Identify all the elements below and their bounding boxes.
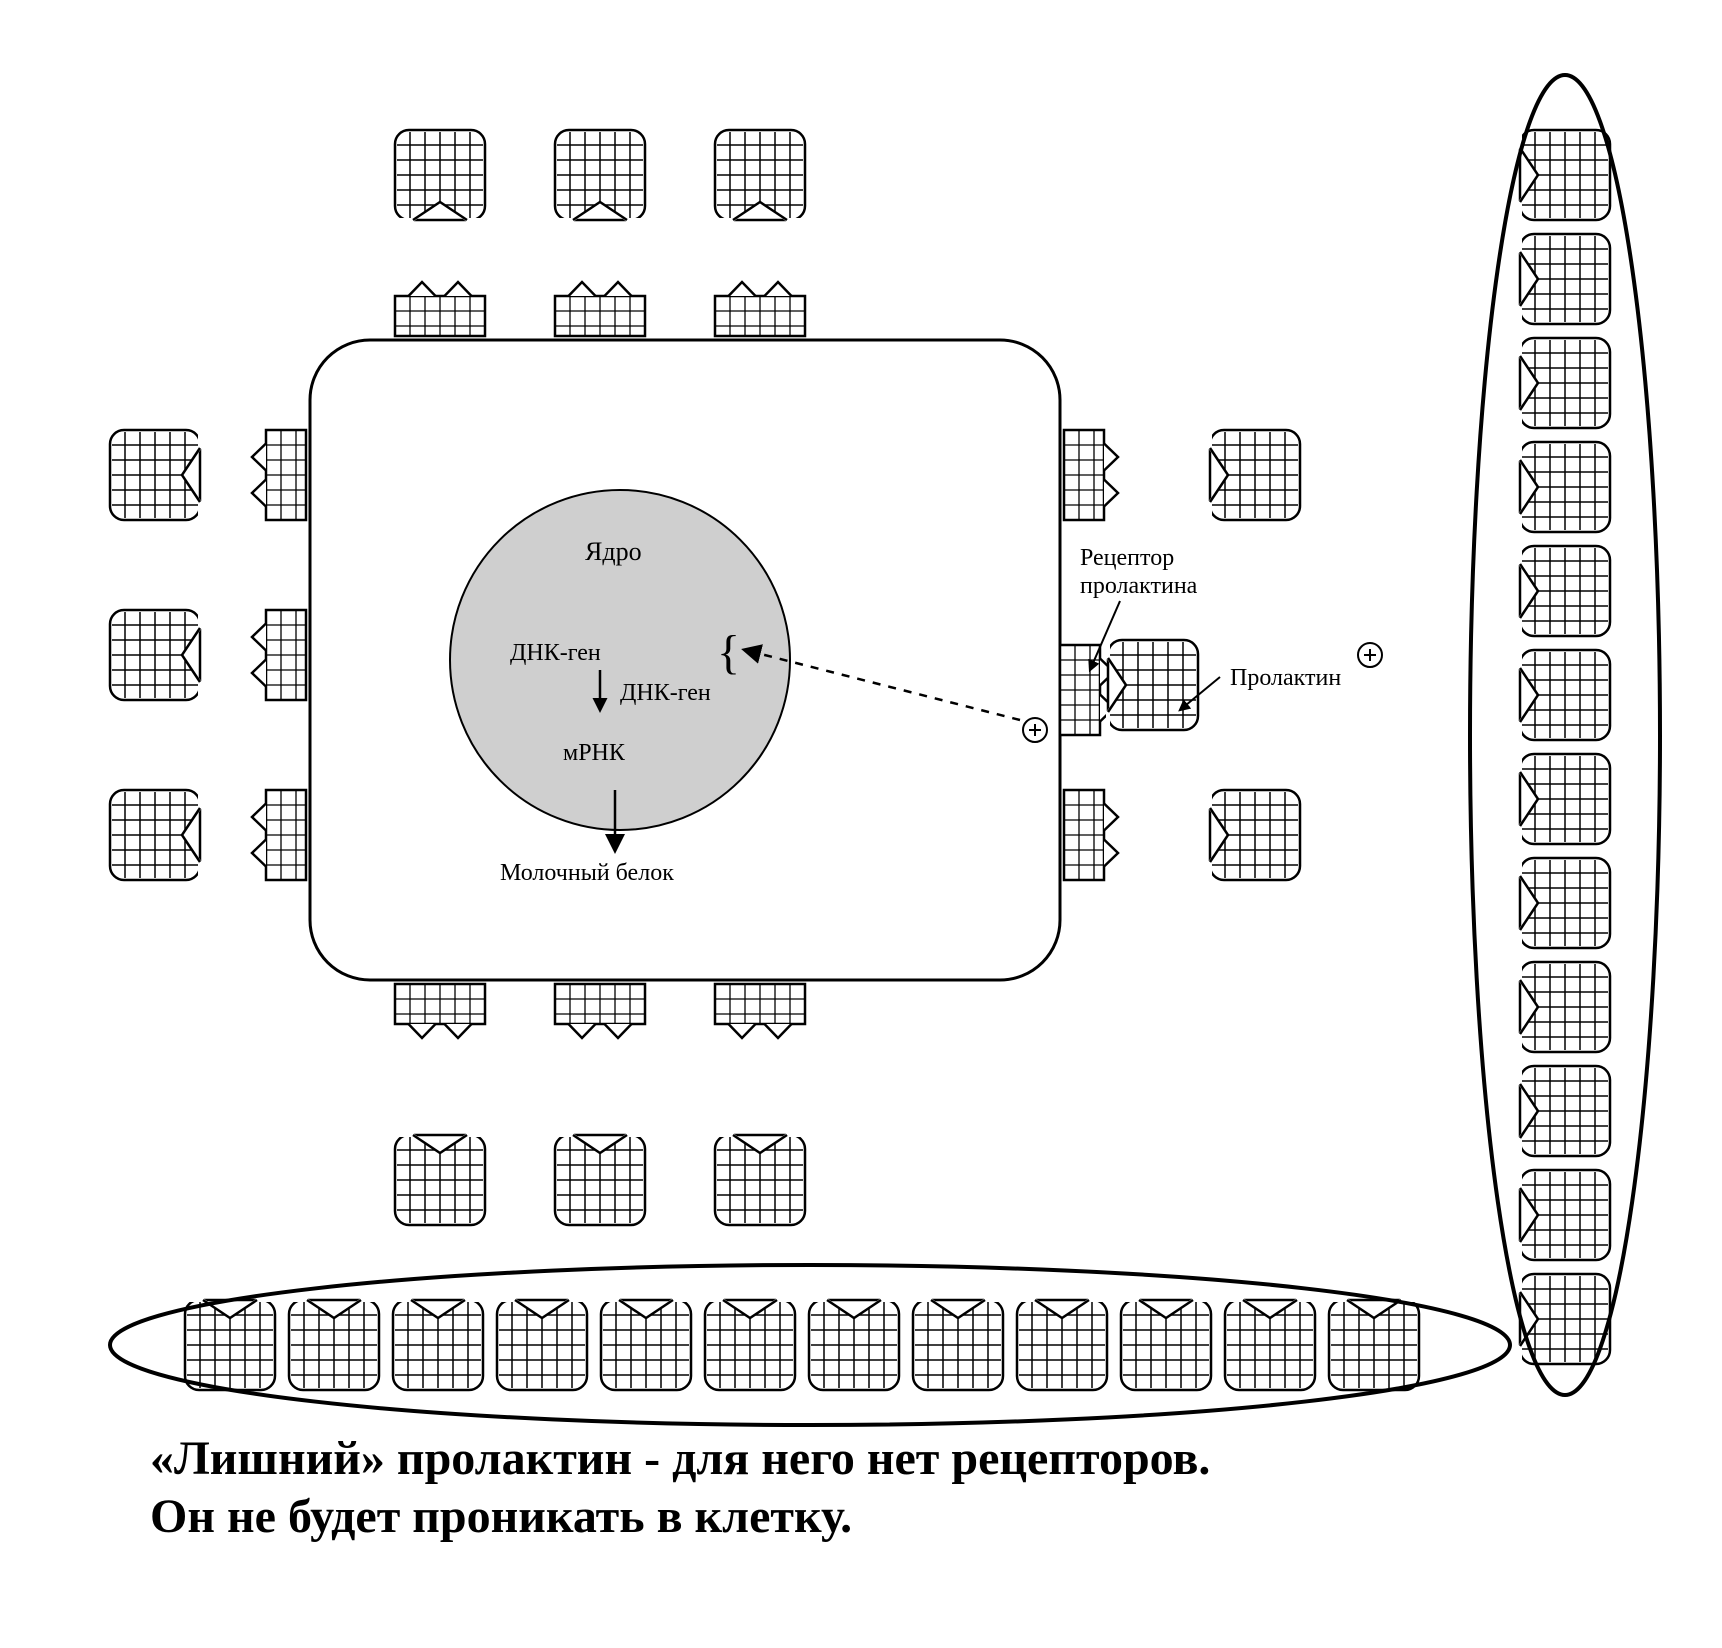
- receptor-icon: [1064, 430, 1118, 520]
- receptor-icon: [252, 790, 306, 880]
- receptor-icon: [1060, 645, 1114, 735]
- prolactin-icon: [1518, 858, 1610, 948]
- receptor-icon: [1064, 790, 1118, 880]
- prolactin-icon: [1518, 754, 1610, 844]
- prolactin-icon: [601, 1298, 691, 1390]
- svg-text:Ядро: Ядро: [585, 537, 642, 566]
- caption: «Лишний» пролактин - для него нет рецепт…: [150, 1430, 1210, 1545]
- prolactin-icon: [715, 1133, 805, 1225]
- receptor-icon: [395, 984, 485, 1038]
- receptor-icon: [555, 984, 645, 1038]
- prolactin-icon: [705, 1298, 795, 1390]
- prolactin-icon: [1017, 1298, 1107, 1390]
- prolactin-icon: [110, 790, 202, 880]
- receptor-icon: [715, 984, 805, 1038]
- prolactin-icon: [555, 130, 645, 222]
- prolactin-icon: [110, 430, 202, 520]
- prolactin-icon: [1208, 430, 1300, 520]
- prolactin-icon: [809, 1298, 899, 1390]
- prolactin-icon: [715, 130, 805, 222]
- plus-icon: [1358, 643, 1382, 667]
- receptor-icon: [252, 610, 306, 700]
- prolactin-icon: [1518, 1170, 1610, 1260]
- svg-text:Молочный белок: Молочный белок: [500, 860, 674, 886]
- prolactin-icon: [497, 1298, 587, 1390]
- svg-text:Пролактин: Пролактин: [1230, 665, 1341, 691]
- prolactin-icon: [1329, 1298, 1419, 1390]
- svg-text:мРНК: мРНК: [563, 740, 626, 766]
- svg-text:Рецептор: Рецептор: [1080, 545, 1174, 571]
- prolactin-icon: [1518, 962, 1610, 1052]
- prolactin-icon: [1518, 234, 1610, 324]
- receptor-icon: [555, 282, 645, 336]
- prolactin-icon: [185, 1298, 275, 1390]
- prolactin-icon: [1518, 130, 1610, 220]
- receptor-icon: [715, 282, 805, 336]
- prolactin-icon: [1121, 1298, 1211, 1390]
- diagram-stage: ЯдроДНК-ген{ДНК-генмРНКМолочный белокРец…: [0, 0, 1722, 1648]
- prolactin-icon: [1518, 442, 1610, 532]
- prolactin-icon: [1518, 650, 1610, 740]
- caption-line2: Он не будет проникать в клетку.: [150, 1490, 852, 1543]
- prolactin-icon: [110, 610, 202, 700]
- prolactin-icon: [395, 1133, 485, 1225]
- receptor-icon: [252, 430, 306, 520]
- svg-text:ДНК-ген: ДНК-ген: [620, 680, 711, 706]
- prolactin-icon: [1106, 640, 1198, 730]
- prolactin-icon: [1518, 338, 1610, 428]
- prolactin-icon: [1208, 790, 1300, 880]
- prolactin-icon: [289, 1298, 379, 1390]
- prolactin-icon: [1518, 546, 1610, 636]
- prolactin-icon: [393, 1298, 483, 1390]
- prolactin-icon: [913, 1298, 1003, 1390]
- svg-text:ДНК-ген: ДНК-ген: [510, 640, 601, 666]
- prolactin-icon: [555, 1133, 645, 1225]
- svg-text:пролактина: пролактина: [1080, 573, 1198, 599]
- caption-line1: «Лишний» пролактин - для него нет рецепт…: [150, 1432, 1210, 1485]
- svg-text:{: {: [717, 626, 740, 679]
- plus-icon: [1023, 718, 1047, 742]
- prolactin-icon: [1225, 1298, 1315, 1390]
- prolactin-icon: [395, 130, 485, 222]
- receptor-icon: [395, 282, 485, 336]
- diagram-svg: ЯдроДНК-ген{ДНК-генмРНКМолочный белокРец…: [0, 0, 1722, 1648]
- prolactin-icon: [1518, 1066, 1610, 1156]
